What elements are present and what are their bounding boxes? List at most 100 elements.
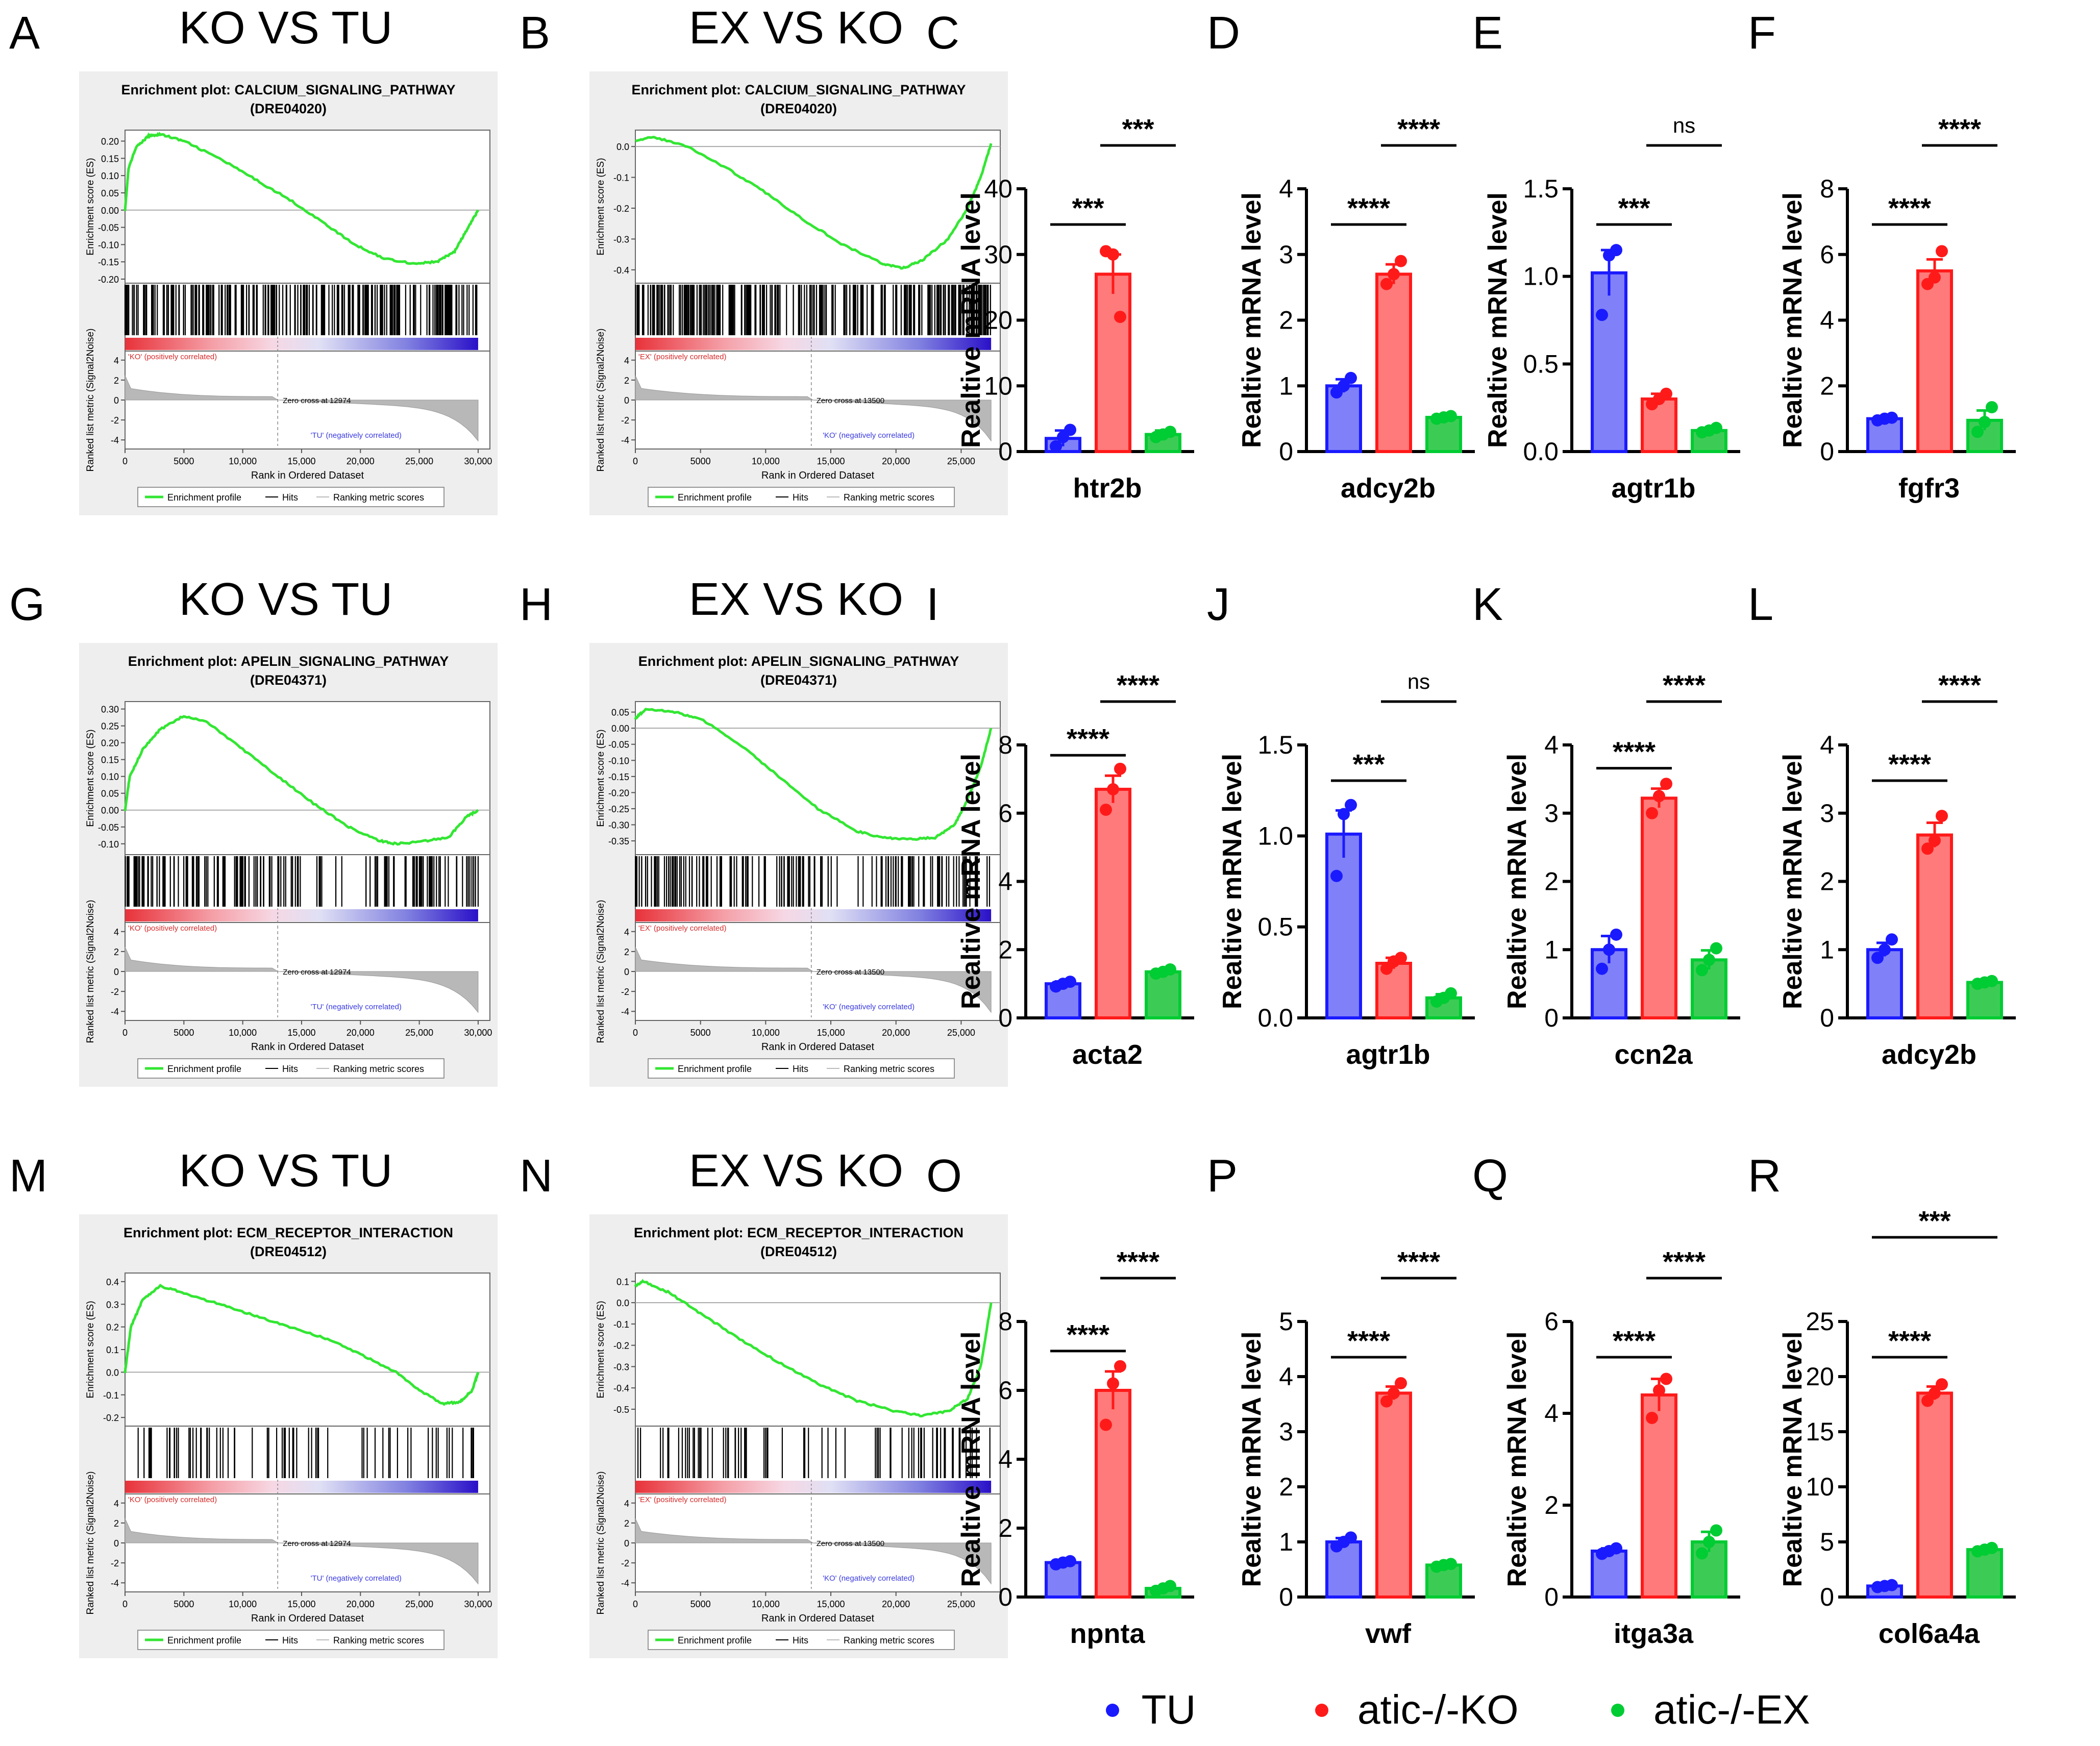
y-tick-label: 6 bbox=[998, 799, 1012, 828]
data-point bbox=[1986, 401, 1998, 414]
gene-label: ccn2a bbox=[1614, 1039, 1693, 1070]
data-point bbox=[1921, 842, 1934, 855]
es-tick-label: 0.4 bbox=[106, 1277, 119, 1287]
panel-letter: G bbox=[9, 579, 45, 630]
panel-letter: F bbox=[1748, 8, 1776, 59]
data-point bbox=[1710, 942, 1722, 955]
x-tick-label: 10,000 bbox=[229, 456, 257, 466]
es-curve bbox=[123, 1283, 480, 1406]
negative-correlation-label: 'TU' (negatively correlated) bbox=[311, 1574, 402, 1583]
significance-label: ns bbox=[1407, 669, 1430, 693]
metric-tick-label: 4 bbox=[624, 927, 629, 937]
x-tick-label: 10,000 bbox=[752, 1028, 780, 1038]
negative-correlation-label: 'TU' (negatively correlated) bbox=[311, 1003, 402, 1011]
y-tick-label: 0 bbox=[998, 1004, 1012, 1032]
positive-correlation-label: 'KO' (positively correlated) bbox=[128, 924, 217, 933]
data-point bbox=[1445, 1558, 1457, 1570]
panel-letter: Q bbox=[1472, 1151, 1508, 1202]
x-tick-label: 15,000 bbox=[817, 456, 845, 466]
data-point bbox=[1653, 790, 1665, 803]
significance-label: **** bbox=[1613, 737, 1656, 767]
es-tick-label: -0.10 bbox=[98, 839, 119, 850]
gsea-legend-box bbox=[137, 1630, 444, 1650]
es-tick-label: -0.20 bbox=[608, 788, 629, 798]
positive-correlation-label: 'EX' (positively correlated) bbox=[638, 1495, 726, 1504]
heat-strip bbox=[635, 1481, 992, 1493]
x-tick-label: 10,000 bbox=[229, 1028, 257, 1038]
legend-profile-label: Enrichment profile bbox=[678, 1064, 752, 1074]
legend-label: TU bbox=[1142, 1687, 1196, 1732]
metric-area bbox=[635, 375, 992, 442]
gene-label: itga3a bbox=[1614, 1618, 1694, 1649]
y-axis-label: Realtive mRNA level bbox=[1237, 192, 1267, 448]
x-axis-label: Rank in Ordered Dataset bbox=[251, 470, 364, 481]
es-tick-label: 0.1 bbox=[106, 1345, 119, 1355]
hit-lines bbox=[137, 1428, 474, 1478]
y-axis-label: Realtive mRNA level bbox=[1778, 1332, 1808, 1587]
es-tick-label: -0.10 bbox=[98, 240, 119, 250]
y-tick-label: 6 bbox=[1544, 1307, 1559, 1336]
metric-axis-label: Ranked list metric (Signal2Noise) bbox=[85, 329, 96, 472]
gene-label: npnta bbox=[1070, 1618, 1146, 1649]
gsea-title: Enrichment plot: CALCIUM_SIGNALING_PATHW… bbox=[121, 82, 455, 97]
data-point bbox=[1330, 869, 1343, 882]
y-tick-label: 4 bbox=[1279, 1362, 1293, 1391]
x-tick-label: 15,000 bbox=[817, 1028, 845, 1038]
metric-tick-label: 0 bbox=[624, 967, 629, 977]
x-tick-label: 5000 bbox=[690, 456, 711, 466]
metric-axis-label: Ranked list metric (Signal2Noise) bbox=[596, 329, 606, 472]
data-point bbox=[1921, 1394, 1934, 1407]
data-point bbox=[1610, 928, 1622, 941]
x-axis-label: Rank in Ordered Dataset bbox=[251, 1041, 364, 1053]
negative-correlation-label: 'KO' (negatively correlated) bbox=[823, 1003, 915, 1011]
data-point bbox=[1388, 1387, 1400, 1400]
es-tick-label: -0.15 bbox=[608, 772, 629, 782]
y-tick-label: 2 bbox=[1820, 371, 1834, 400]
x-tick-label: 30,000 bbox=[464, 1028, 492, 1038]
y-axis-label: Realtive mRNA level bbox=[1502, 754, 1532, 1009]
y-axis-label: Realtive mRNA level bbox=[1778, 192, 1808, 448]
x-tick-label: 15,000 bbox=[287, 1599, 315, 1609]
bar-atic-/-EX bbox=[1966, 1548, 2003, 1599]
y-tick-label: 10 bbox=[984, 371, 1012, 400]
metric-tick-label: 0 bbox=[114, 967, 119, 977]
y-tick-label: 2 bbox=[998, 935, 1012, 964]
legend-item-0: TU bbox=[1106, 1687, 1196, 1732]
y-tick-label: 0 bbox=[1820, 1583, 1834, 1611]
significance-label: **** bbox=[1117, 1246, 1159, 1277]
panel-letter: M bbox=[9, 1151, 47, 1202]
es-axis-label: Enrichment score (ES) bbox=[596, 1301, 606, 1398]
es-tick-label: -0.2 bbox=[613, 204, 629, 214]
y-tick-label: 20 bbox=[1806, 1362, 1834, 1391]
x-tick-label: 10,000 bbox=[752, 456, 780, 466]
bar-atic-/-KO bbox=[1916, 269, 1953, 453]
significance-label: **** bbox=[1067, 724, 1109, 754]
data-point bbox=[1395, 952, 1407, 964]
metric-axis-label: Ranked list metric (Signal2Noise) bbox=[596, 900, 606, 1043]
y-tick-label: 1 bbox=[1544, 935, 1559, 964]
bar-atic-/-EX bbox=[1145, 970, 1181, 1019]
x-tick-label: 25,000 bbox=[405, 1599, 433, 1609]
heat-strip bbox=[125, 338, 478, 350]
panel-letter: D bbox=[1207, 8, 1240, 59]
data-point bbox=[1710, 1524, 1722, 1537]
y-tick-label: 2 bbox=[998, 1514, 1012, 1542]
data-point bbox=[1886, 933, 1898, 946]
data-point bbox=[1380, 1395, 1393, 1408]
es-tick-label: 0.05 bbox=[611, 708, 629, 718]
y-axis-label: Realtive mRNA level bbox=[1218, 754, 1247, 1009]
x-tick-label: 25,000 bbox=[405, 456, 433, 466]
es-tick-label: 0.0 bbox=[616, 1298, 629, 1308]
bar-atic-/-KO bbox=[1095, 272, 1131, 453]
x-tick-label: 25,000 bbox=[947, 1599, 975, 1609]
gene-label: agtr1b bbox=[1346, 1039, 1430, 1070]
significance-label: *** bbox=[1618, 193, 1650, 223]
metric-tick-label: -4 bbox=[111, 435, 119, 445]
data-point bbox=[1929, 834, 1941, 847]
bar-TU bbox=[1325, 832, 1362, 1020]
data-point bbox=[1050, 440, 1062, 453]
hit-lines bbox=[637, 1428, 991, 1478]
metric-tick-label: -4 bbox=[621, 1007, 629, 1017]
metric-tick-label: 0 bbox=[114, 1538, 119, 1549]
y-tick-label: 1.5 bbox=[1257, 731, 1293, 759]
